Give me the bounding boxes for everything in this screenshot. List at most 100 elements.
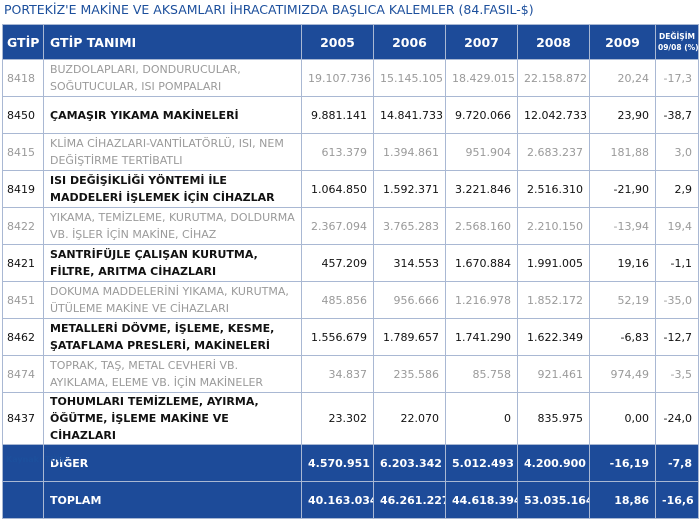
total-2008: 53.035.164 (517, 481, 590, 519)
row-change: -12,7 (655, 318, 699, 356)
row-2009: -21,90 (589, 170, 656, 208)
other-2007: 5.012.493 (445, 444, 518, 482)
header-row: GTİP GTİP TANIMI 2005 2006 2007 2008 200… (2, 24, 699, 60)
export-table: GTİP GTİP TANIMI 2005 2006 2007 2008 200… (2, 24, 699, 519)
row-2006: 14.841.733 (373, 96, 446, 134)
row-2006: 22.070 (373, 392, 446, 445)
row-name: DOKUMA MADDELERİNİ YIKAMA, KURUTMA, ÜTÜL… (43, 281, 302, 319)
other-2005: 4.570.951 (301, 444, 374, 482)
row-2009: 23,90 (589, 96, 656, 134)
row-2008: 2.683.237 (517, 133, 590, 171)
other-2006: 6.203.342 (373, 444, 446, 482)
row-2007: 2.568.160 (445, 207, 518, 245)
table-row: 8421 SANTRİFÜJLE ÇALIŞAN KURUTMA, FİLTRE… (2, 244, 699, 282)
total-2007: 44.618.394 (445, 481, 518, 519)
table-row: 8462 METALLERİ DÖVME, İŞLEME, KESME, ŞAT… (2, 318, 699, 356)
header-2005: 2005 (301, 24, 374, 60)
row-2008: 1.852.172 (517, 281, 590, 319)
row-2007: 85.758 (445, 355, 518, 393)
row-2005: 2.367.094 (301, 207, 374, 245)
header-name: GTİP TANIMI (43, 24, 302, 60)
other-change: -7,8 (655, 444, 699, 482)
total-2005: 40.163.034 (301, 481, 374, 519)
row-name: ISI DEĞİŞİKLİĞİ YÖNTEMİ İLE MADDELERİ İŞ… (43, 170, 302, 208)
row-code: 8451 (2, 281, 44, 319)
row-2005: 19.107.736 (301, 59, 374, 97)
row-2007: 18.429.015 (445, 59, 518, 97)
row-2007: 0 (445, 392, 518, 445)
header-2008: 2008 (517, 24, 590, 60)
row-2006: 1.394.861 (373, 133, 446, 171)
row-2007: 1.741.290 (445, 318, 518, 356)
other-row: DİĞER 4.570.951 6.203.342 5.012.493 4.20… (2, 444, 699, 482)
row-change: -38,7 (655, 96, 699, 134)
row-change: -35,0 (655, 281, 699, 319)
row-2007: 1.670.884 (445, 244, 518, 282)
row-2005: 9.881.141 (301, 96, 374, 134)
header-2009: 2009 (589, 24, 656, 60)
row-2006: 956.666 (373, 281, 446, 319)
row-2008: 921.461 (517, 355, 590, 393)
header-change: DEĞİŞİM 09/08 (%) (655, 24, 699, 60)
row-change: 2,9 (655, 170, 699, 208)
source-note: Kaynak: TÜİK (6, 455, 67, 464)
row-2008: 2.516.310 (517, 170, 590, 208)
row-2008: 22.158.872 (517, 59, 590, 97)
row-name: KLİMA CİHAZLARI-VANTİLATÖRLÜ, ISI, NEM D… (43, 133, 302, 171)
other-2008: 4.200.900 (517, 444, 590, 482)
row-name: METALLERİ DÖVME, İŞLEME, KESME, ŞATAFLAM… (43, 318, 302, 356)
row-2006: 1.592.371 (373, 170, 446, 208)
row-2005: 34.837 (301, 355, 374, 393)
table-row: 8437 TOHUMLARI TEMİZLEME, AYIRMA, ÖĞÜTME… (2, 392, 699, 445)
table-row: 8419 ISI DEĞİŞİKLİĞİ YÖNTEMİ İLE MADDELE… (2, 170, 699, 208)
row-2005: 613.379 (301, 133, 374, 171)
row-2009: 19,16 (589, 244, 656, 282)
row-name: BUZDOLAPLARI, DONDURUCULAR, SOĞUTUCULAR,… (43, 59, 302, 97)
total-code-cell (2, 481, 44, 519)
row-name: TOPRAK, TAŞ, METAL CEVHERİ VB. AYIKLAMA,… (43, 355, 302, 393)
table-row: 8451 DOKUMA MADDELERİNİ YIKAMA, KURUTMA,… (2, 281, 699, 319)
header-2007: 2007 (445, 24, 518, 60)
row-code: 8415 (2, 133, 44, 171)
row-2009: 974,49 (589, 355, 656, 393)
row-name: YIKAMA, TEMİZLEME, KURUTMA, DOLDURMA VB.… (43, 207, 302, 245)
row-change: -3,5 (655, 355, 699, 393)
row-2008: 1.622.349 (517, 318, 590, 356)
row-2005: 457.209 (301, 244, 374, 282)
row-2007: 1.216.978 (445, 281, 518, 319)
other-2009: -16,19 (589, 444, 656, 482)
row-code: 8450 (2, 96, 44, 134)
row-2007: 951.904 (445, 133, 518, 171)
row-name: ÇAMAŞIR YIKAMA MAKİNELERİ (43, 96, 302, 134)
row-2008: 2.210.150 (517, 207, 590, 245)
table-row: 8422 YIKAMA, TEMİZLEME, KURUTMA, DOLDURM… (2, 207, 699, 245)
row-2005: 485.856 (301, 281, 374, 319)
row-code: 8418 (2, 59, 44, 97)
table-row: 8418 BUZDOLAPLARI, DONDURUCULAR, SOĞUTUC… (2, 59, 699, 97)
row-2008: 12.042.733 (517, 96, 590, 134)
table-row: 8415 KLİMA CİHAZLARI-VANTİLATÖRLÜ, ISI, … (2, 133, 699, 171)
row-2006: 1.789.657 (373, 318, 446, 356)
row-2006: 15.145.105 (373, 59, 446, 97)
row-code: 8462 (2, 318, 44, 356)
row-change: -24,0 (655, 392, 699, 445)
row-change: 19,4 (655, 207, 699, 245)
total-change: -16,6 (655, 481, 699, 519)
row-2009: 181,88 (589, 133, 656, 171)
table-row: 8474 TOPRAK, TAŞ, METAL CEVHERİ VB. AYIK… (2, 355, 699, 393)
total-2009: 18,86 (589, 481, 656, 519)
row-2009: -13,94 (589, 207, 656, 245)
total-2006: 46.261.227 (373, 481, 446, 519)
row-2009: -6,83 (589, 318, 656, 356)
row-2005: 1.556.679 (301, 318, 374, 356)
row-2006: 314.553 (373, 244, 446, 282)
total-row: TOPLAM 40.163.034 46.261.227 44.618.394 … (2, 481, 699, 519)
row-code: 8419 (2, 170, 44, 208)
header-change-line2: 09/08 (%) (658, 43, 699, 52)
header-code: GTİP (2, 24, 44, 60)
row-2005: 1.064.850 (301, 170, 374, 208)
header-2006: 2006 (373, 24, 446, 60)
row-name: TOHUMLARI TEMİZLEME, AYIRMA, ÖĞÜTME, İŞL… (43, 392, 302, 445)
row-code: 8437 (2, 392, 44, 445)
header-change-line1: DEĞİŞİM (659, 32, 695, 41)
